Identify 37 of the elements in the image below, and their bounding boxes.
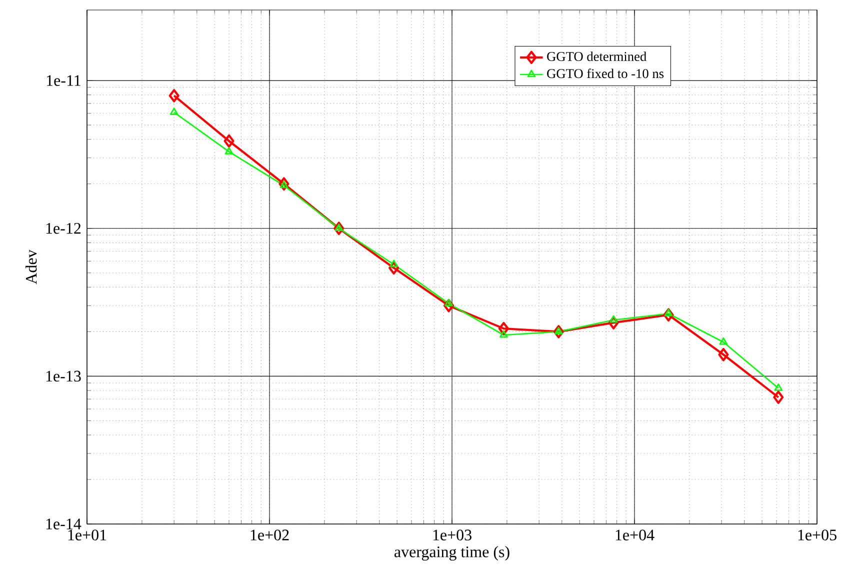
legend-label: GGTO fixed to -10 ns — [547, 68, 664, 78]
x-tick-label: 1e+03 — [433, 530, 472, 540]
point — [609, 315, 618, 323]
x-tick-label: 1e+02 — [250, 530, 289, 540]
point — [719, 337, 728, 345]
point — [554, 327, 563, 334]
point — [168, 89, 180, 102]
x-tick-label: 1e+05 — [798, 530, 836, 540]
point — [224, 134, 234, 148]
x-tick-label: 1e+01 — [68, 530, 106, 540]
point — [334, 224, 344, 232]
point — [444, 298, 453, 306]
point — [553, 325, 564, 338]
point — [774, 383, 783, 391]
x-axis-title: avergaing time (s) — [394, 546, 510, 561]
y-tick-label: 1e-11 — [46, 75, 80, 86]
y-tick-label: 1e-14 — [46, 518, 82, 530]
point — [278, 177, 290, 191]
y-tick-label: 1e-12 — [46, 222, 81, 234]
point — [498, 322, 509, 336]
point — [334, 222, 344, 236]
point — [608, 316, 619, 330]
point — [388, 261, 400, 275]
point — [773, 390, 784, 404]
legend-label: GGTO determined — [547, 52, 646, 61]
point — [390, 260, 398, 268]
point — [718, 348, 729, 362]
point — [664, 308, 673, 316]
x-tick-label: 1e+04 — [616, 530, 654, 540]
point — [500, 330, 508, 338]
point — [170, 108, 178, 115]
point — [280, 180, 288, 188]
point — [443, 298, 454, 312]
y-tick-label: 1e-13 — [46, 370, 81, 382]
point — [224, 147, 234, 154]
y-axis-title: Adev — [25, 250, 37, 284]
point — [663, 308, 674, 322]
